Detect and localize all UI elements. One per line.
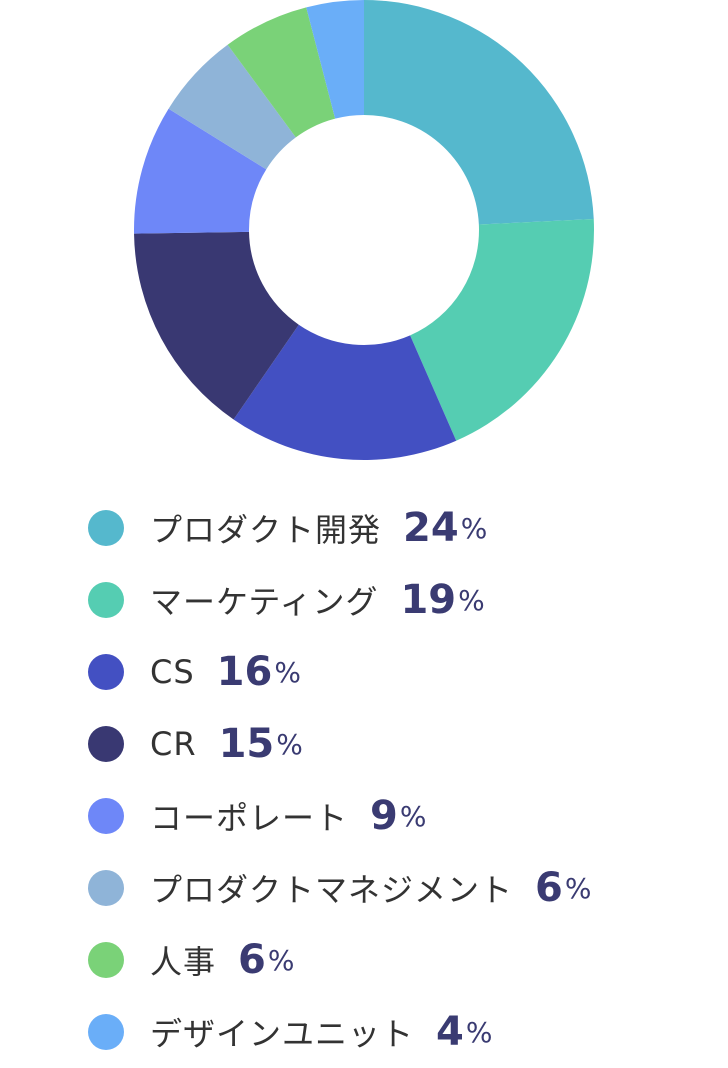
legend-item: マーケティング 19% xyxy=(88,564,591,636)
legend-value: 16 xyxy=(216,649,273,695)
legend-value: 15 xyxy=(218,721,275,767)
legend-unit: % xyxy=(399,799,427,833)
legend-swatch xyxy=(88,654,124,690)
legend-item: デザインユニット 4% xyxy=(88,996,591,1068)
legend-swatch xyxy=(88,942,124,978)
legend-label: プロダクト開発 xyxy=(150,511,382,549)
legend-label: CS xyxy=(150,653,195,691)
slice-0 xyxy=(364,0,594,225)
legend-unit: % xyxy=(465,1015,493,1049)
legend-value: 9 xyxy=(370,793,398,839)
legend-label: コーポレート xyxy=(150,799,349,837)
legend-value: 6 xyxy=(535,865,563,911)
legend-swatch xyxy=(88,1014,124,1050)
legend-unit: % xyxy=(460,511,488,545)
legend-swatch xyxy=(88,870,124,906)
legend: プロダクト開発 24% マーケティング 19% CS 16% CR 15% コーポレート 9% プロ… xyxy=(88,492,591,1068)
legend-label: CR xyxy=(150,725,197,763)
legend-value: 4 xyxy=(436,1009,464,1055)
legend-item: プロダクト開発 24% xyxy=(88,492,591,564)
legend-unit: % xyxy=(274,655,301,689)
legend-item: CR 15% xyxy=(88,708,591,780)
slice-2 xyxy=(233,324,457,460)
legend-item: CS 16% xyxy=(88,636,591,708)
legend-swatch xyxy=(88,798,124,834)
slice-1 xyxy=(410,219,594,441)
slice-5 xyxy=(168,44,296,170)
legend-label: プロダクトマネジメント xyxy=(150,871,514,909)
legend-value: 19 xyxy=(400,577,457,623)
slice-6 xyxy=(227,7,336,138)
legend-unit: % xyxy=(564,871,592,905)
legend-item: コーポレート 9% xyxy=(88,780,591,852)
slice-7 xyxy=(306,0,364,119)
legend-label: マーケティング xyxy=(150,583,379,621)
legend-unit: % xyxy=(458,583,485,617)
legend-swatch xyxy=(88,510,124,546)
legend-label: デザインユニット xyxy=(150,1015,415,1053)
legend-value: 6 xyxy=(238,937,266,983)
legend-unit: % xyxy=(276,727,303,761)
legend-unit: % xyxy=(267,943,295,977)
slice-4 xyxy=(133,108,267,234)
legend-item: 人事 6% xyxy=(88,924,591,996)
legend-label: 人事 xyxy=(150,943,217,981)
legend-value: 24 xyxy=(403,505,459,551)
legend-item: プロダクトマネジメント 6% xyxy=(88,852,591,924)
slice-3 xyxy=(134,231,299,420)
legend-swatch xyxy=(88,726,124,762)
legend-swatch xyxy=(88,582,124,618)
donut-chart xyxy=(133,0,594,460)
